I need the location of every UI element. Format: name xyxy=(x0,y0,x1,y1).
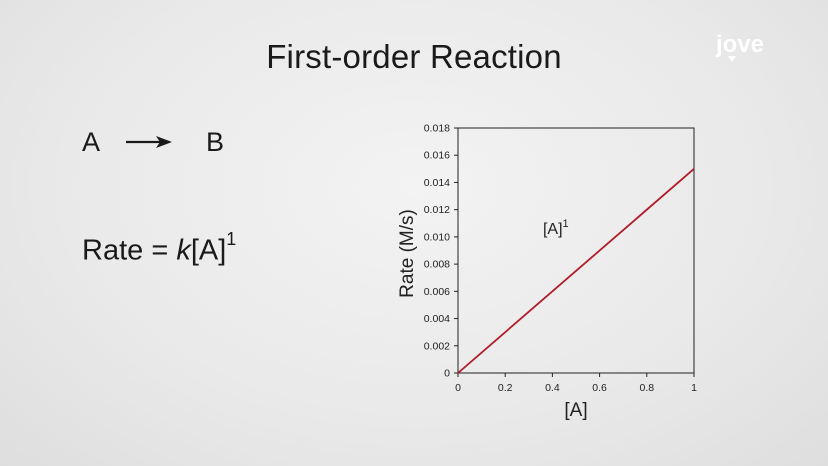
x-tick-label: 0.4 xyxy=(545,382,560,394)
logo-text: jove xyxy=(715,31,764,58)
y-tick-label: 0.018 xyxy=(424,123,450,135)
rate-prefix: Rate = xyxy=(82,234,177,267)
y-tick-label: 0.008 xyxy=(424,259,450,271)
x-tick-label: 0.2 xyxy=(498,382,513,394)
x-tick-label: 0 xyxy=(455,382,461,394)
y-tick-label: 0 xyxy=(444,368,450,380)
y-axis-label: Rate (M/s) xyxy=(397,209,418,298)
rate-law: Rate = k[A]1 xyxy=(82,229,236,268)
x-tick-label: 0.8 xyxy=(639,382,654,394)
y-tick-label: 0.014 xyxy=(424,177,450,189)
rate-order: 1 xyxy=(226,229,237,249)
jove-logo-icon: jove xyxy=(715,31,764,62)
line-annotation: [A]1 xyxy=(543,218,569,238)
series-line xyxy=(457,168,695,374)
product: B xyxy=(206,126,225,157)
x-tick-label: 0.6 xyxy=(592,382,607,394)
x-tick-label: 1 xyxy=(691,382,697,394)
y-tick-label: 0.004 xyxy=(424,313,450,325)
rate-concentration: [A] xyxy=(190,234,227,267)
reactant: A xyxy=(82,126,101,157)
y-tick-label: 0.016 xyxy=(424,150,450,162)
y-tick-label: 0.012 xyxy=(424,204,450,216)
slide-title: First-order Reaction xyxy=(266,38,562,75)
y-tick-label: 0.010 xyxy=(424,231,450,243)
plot-frame xyxy=(457,127,695,374)
x-axis-label: [A] xyxy=(564,400,587,421)
right-arrow-icon xyxy=(126,136,173,148)
y-tick-label: 0.002 xyxy=(424,340,450,352)
reaction-equation: A B xyxy=(82,124,224,160)
y-tick-label: 0.006 xyxy=(424,286,450,298)
rate-constant: k xyxy=(176,234,191,267)
